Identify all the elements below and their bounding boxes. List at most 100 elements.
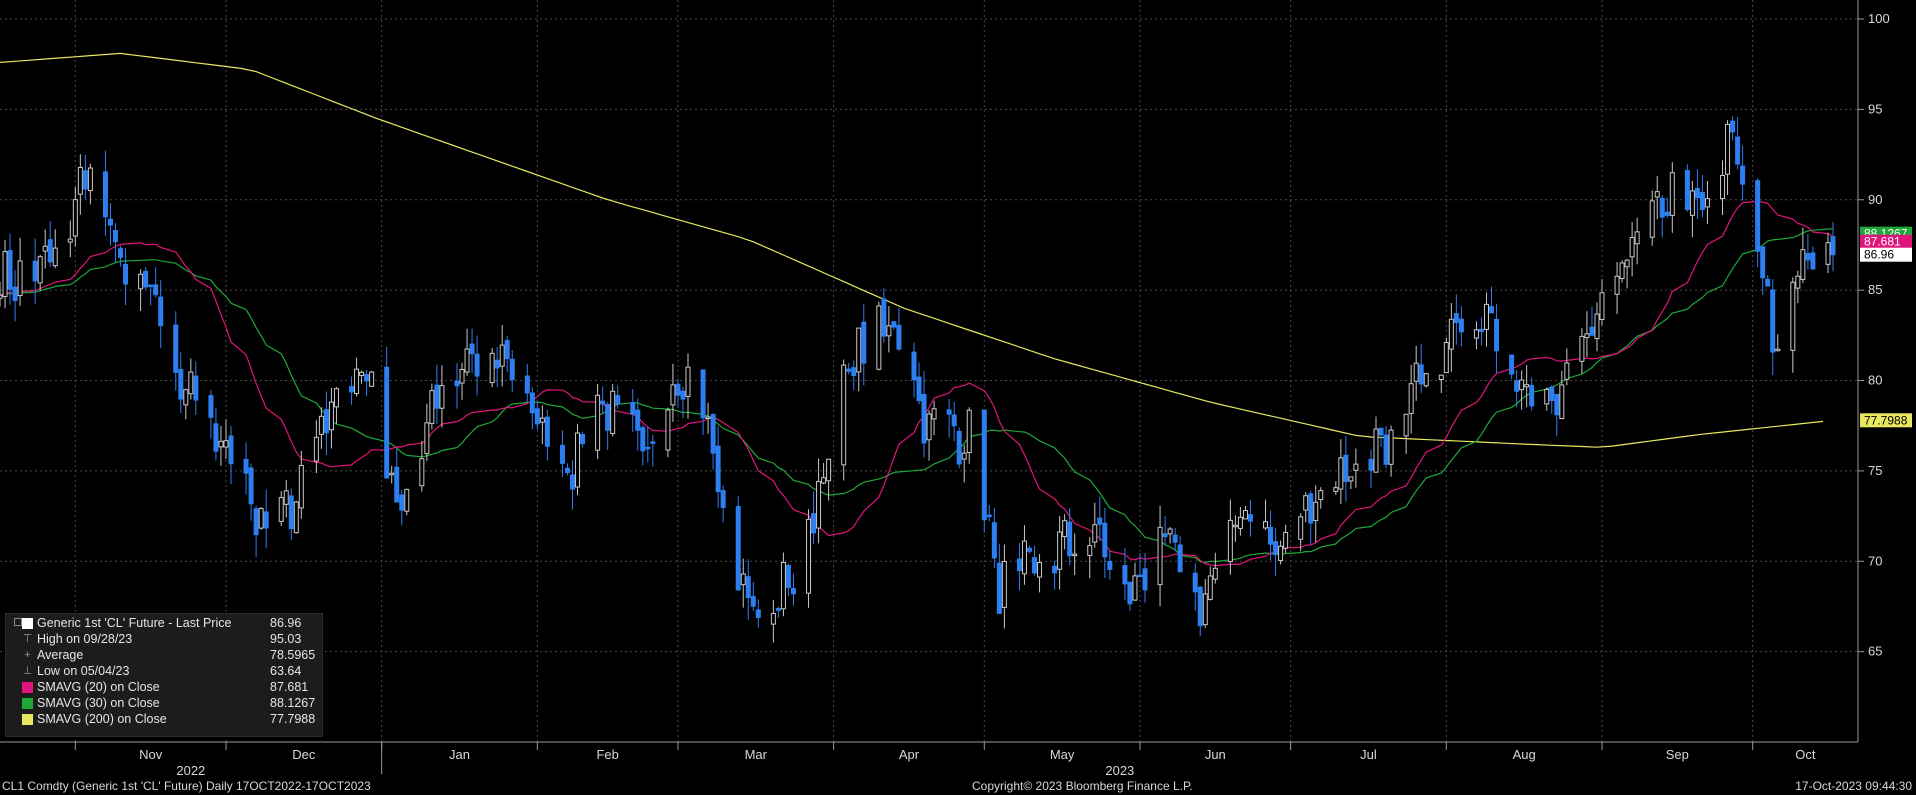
candle-body	[996, 562, 1002, 614]
candle-body	[1167, 528, 1173, 535]
candle-body	[318, 415, 324, 435]
candle-body	[228, 435, 234, 465]
candle-body	[1423, 373, 1429, 387]
legend-marker-icon: ⊤	[22, 633, 33, 645]
candle-body	[1368, 458, 1374, 471]
candle-body	[1554, 393, 1560, 416]
x-month-label: Jan	[449, 747, 470, 762]
candle-body	[82, 170, 88, 190]
candle-body	[1403, 413, 1409, 437]
sma20-path	[0, 200, 1834, 567]
last-price-tag-bg	[1860, 247, 1912, 262]
candle-body	[1298, 516, 1304, 540]
candle-body	[1755, 180, 1761, 252]
candle-body	[1127, 581, 1133, 605]
candle-body	[47, 239, 53, 263]
candle-body	[123, 263, 129, 285]
sma200-price-tag: 77.7988	[1864, 413, 1908, 427]
candle-body	[464, 348, 470, 373]
candle-body	[630, 402, 636, 415]
candle-body	[333, 388, 339, 408]
candle-body	[856, 327, 862, 373]
candle-body	[87, 167, 93, 192]
candle-body	[509, 358, 515, 381]
candle-body	[1599, 292, 1605, 321]
candle-body	[876, 305, 882, 370]
sma200-line	[0, 52, 1824, 448]
legend-marker-icon: +	[24, 649, 31, 661]
candle-body	[861, 321, 867, 364]
x-month-label: May	[1050, 747, 1075, 762]
candle-body	[1694, 188, 1700, 199]
y-tick-label: 95	[1868, 101, 1882, 116]
candle-body	[1629, 237, 1635, 258]
candle-body	[474, 353, 480, 377]
candle-body	[1544, 388, 1550, 405]
candle-body	[645, 446, 651, 450]
candle-body	[1273, 541, 1279, 555]
candle-body	[1263, 521, 1269, 529]
candle-body	[313, 436, 319, 462]
candle-body	[1760, 246, 1766, 279]
candle-body	[911, 351, 917, 381]
legend-swatch	[22, 714, 33, 725]
candle-body	[1388, 429, 1394, 465]
candle-body	[886, 325, 892, 337]
candle-body	[961, 452, 967, 460]
candle-body	[384, 366, 390, 479]
candle-body	[1825, 242, 1831, 265]
candle-body	[2, 251, 8, 298]
candle-body	[143, 270, 149, 288]
candle-body	[595, 394, 601, 451]
candle-body	[1132, 575, 1138, 601]
candle-body	[534, 408, 540, 425]
candle-body	[1318, 490, 1324, 501]
candle-body	[1212, 567, 1218, 580]
candle-body	[1579, 335, 1585, 362]
candle-body	[1589, 326, 1595, 336]
candle-body	[173, 324, 179, 373]
candle-body	[524, 375, 530, 394]
legend-value: 78.5965	[270, 648, 316, 662]
candle-body	[1669, 172, 1675, 216]
candle-body	[1659, 197, 1665, 218]
candle-body	[1268, 526, 1274, 545]
x-month-label: Dec	[292, 747, 316, 762]
y-tick-label: 70	[1868, 553, 1882, 568]
candle-body	[1237, 516, 1243, 529]
candle-body	[258, 507, 264, 529]
sma20-line	[0, 200, 1834, 567]
candle-body	[1699, 191, 1705, 211]
candle-body	[1032, 557, 1038, 574]
candle-body	[841, 364, 847, 466]
legend-value: 87.681	[270, 680, 309, 694]
candle-body	[153, 284, 159, 296]
legend-row: ⊥ Low on 05/04/23 63.64	[6, 664, 322, 679]
candle-body	[328, 401, 334, 431]
candle-body	[223, 440, 229, 448]
candle-body	[680, 390, 686, 400]
candle-body	[544, 416, 550, 447]
candle-body	[1001, 560, 1007, 608]
candle-body	[1016, 558, 1022, 572]
candle-body	[1664, 211, 1670, 216]
candle-body	[1704, 198, 1710, 208]
sma30-path	[0, 228, 1834, 564]
candle-body	[1795, 275, 1801, 289]
candle-body	[118, 248, 124, 258]
candle-body	[158, 296, 164, 327]
candle-body	[1202, 593, 1208, 626]
x-month-label: Oct	[1795, 747, 1816, 762]
x-month-label: Mar	[745, 747, 768, 762]
candle-body	[946, 409, 952, 415]
legend-collapse-icon[interactable]	[14, 618, 22, 626]
candle-body	[107, 218, 113, 226]
candle-body	[469, 343, 475, 355]
x-month-label: Jun	[1205, 747, 1226, 762]
candle-body	[1765, 278, 1771, 287]
candle-body	[559, 444, 565, 464]
candle-body	[891, 321, 897, 328]
candle-body	[419, 458, 425, 487]
footer-security: CL1 Comdty (Generic 1st 'CL' Future) Dai…	[2, 779, 371, 793]
